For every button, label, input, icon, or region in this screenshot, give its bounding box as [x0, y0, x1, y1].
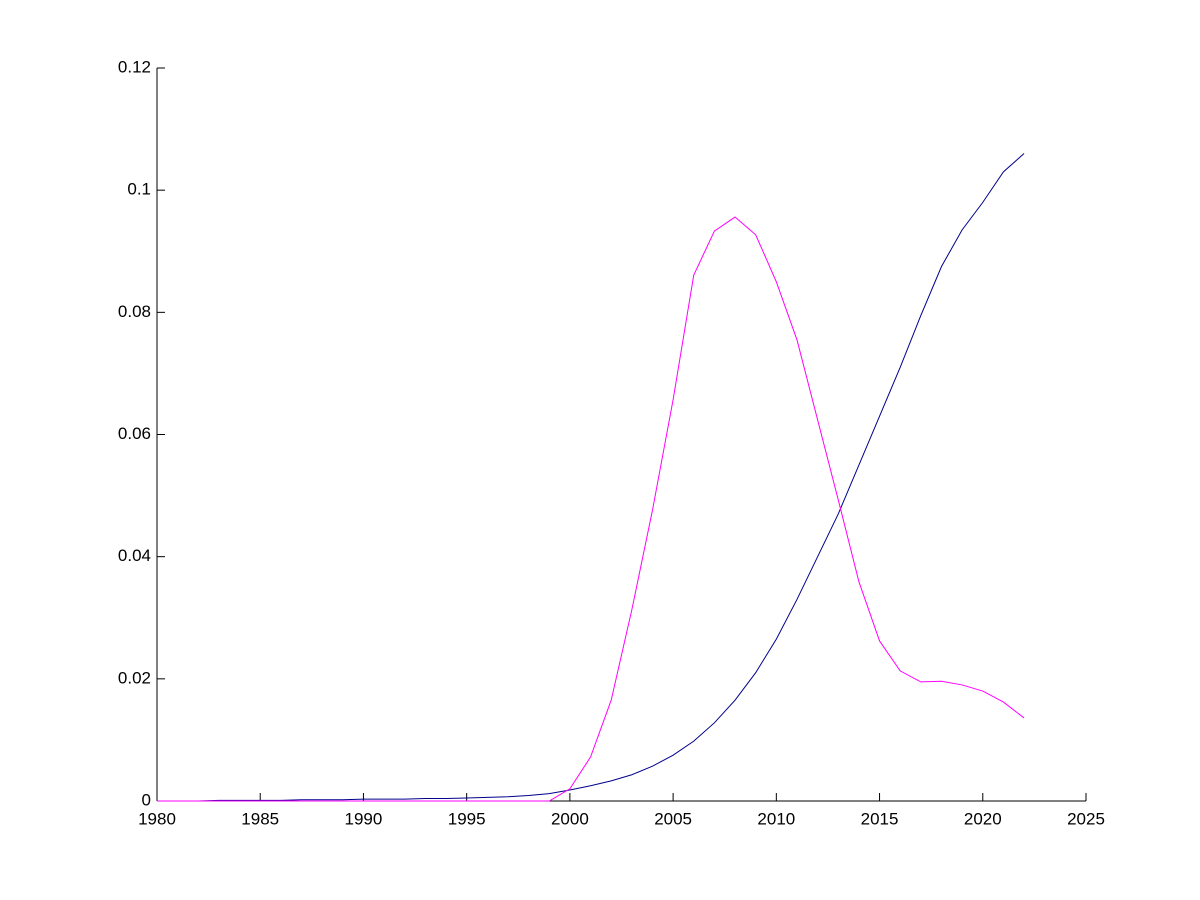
x-tick-label: 2000	[551, 809, 589, 828]
series-line	[157, 216, 1025, 802]
y-tick-label: 0.06	[118, 424, 151, 443]
x-tick-label: 2025	[1067, 809, 1105, 828]
x-tick-label: 2010	[757, 809, 795, 828]
x-tick-label: 1985	[241, 809, 279, 828]
y-tick-label: 0	[142, 790, 151, 809]
x-tick-label: 2020	[964, 809, 1002, 828]
x-tick-label: 1980	[138, 809, 176, 828]
series-line	[157, 153, 1025, 802]
x-tick-label: 1995	[448, 809, 486, 828]
y-tick-label: 0.08	[118, 302, 151, 321]
y-tick-label: 0.04	[118, 546, 151, 565]
x-tick-label: 2005	[654, 809, 692, 828]
y-tick-label: 0.02	[118, 668, 151, 687]
x-tick-label: 2015	[861, 809, 899, 828]
x-tick-label: 1990	[345, 809, 383, 828]
y-tick-label: 0.1	[127, 180, 151, 199]
y-tick-label: 0.12	[118, 57, 151, 76]
